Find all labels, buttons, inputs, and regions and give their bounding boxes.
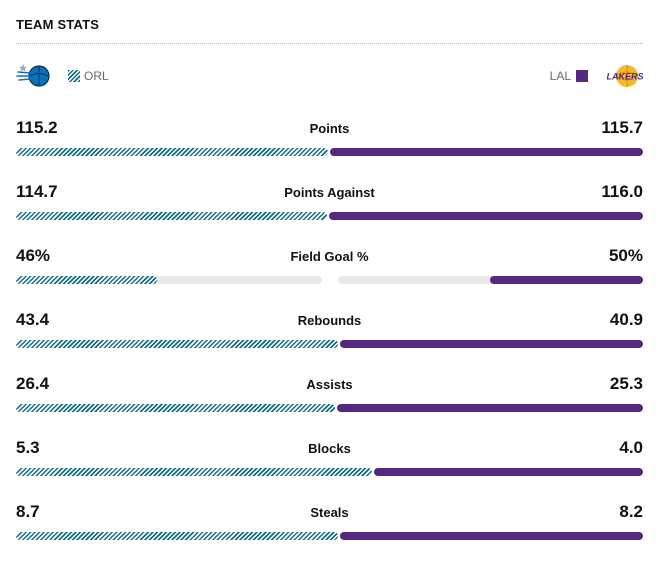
- orl-bar: [16, 276, 157, 284]
- orl-value: 114.7: [16, 182, 58, 201]
- orl-bar-track: [16, 276, 322, 284]
- stat-label: Steals: [310, 505, 349, 520]
- lal-bar: [339, 532, 643, 540]
- lal-value: 40.9: [609, 310, 643, 329]
- orl-bar: [16, 532, 338, 540]
- lal-bar: [339, 340, 643, 348]
- stat-label: Points: [309, 121, 350, 136]
- stat-label: Assists: [306, 377, 353, 392]
- stat-label: Points Against: [284, 185, 375, 200]
- stat-row-steals: 8.7 Steals 8.2: [16, 502, 643, 546]
- orl-legend-label: ORL: [84, 69, 109, 83]
- lal-value: 116.0: [601, 182, 643, 201]
- orl-bar: [16, 340, 338, 348]
- stat-row-field-goal-pct: 46% Field Goal % 50%: [16, 246, 643, 290]
- orl-bar: [16, 404, 336, 412]
- lal-value: 115.7: [601, 118, 643, 137]
- stat-row-rebounds: 43.4 Rebounds 40.9: [16, 310, 643, 354]
- orl-bar: [16, 148, 328, 156]
- orl-value: 26.4: [16, 374, 50, 393]
- orl-value: 43.4: [16, 310, 50, 329]
- stat-row-assists: 26.4 Assists 25.3: [16, 374, 643, 418]
- lal-value: 4.0: [619, 438, 643, 457]
- svg-text:LAKERS: LAKERS: [607, 72, 643, 82]
- lal-value: 25.3: [609, 374, 643, 393]
- lal-legend-label: LAL: [549, 69, 571, 83]
- stat-row-points: 115.2 Points 115.7: [16, 118, 643, 162]
- team-stats-header: TEAM STATS: [16, 17, 643, 44]
- team-legend-orl: ORL: [16, 62, 109, 90]
- lal-value: 50%: [608, 246, 643, 265]
- lal-bar: [490, 276, 643, 284]
- orlando-magic-logo-icon: [16, 64, 50, 87]
- stat-row-blocks: 5.3 Blocks 4.0: [16, 438, 643, 482]
- orl-value: 8.7: [16, 502, 40, 521]
- section-title: TEAM STATS: [16, 17, 100, 32]
- stat-label: Blocks: [308, 441, 351, 456]
- lal-bar: [374, 468, 643, 476]
- team-legend-lal: LAL LAKERS: [550, 62, 643, 90]
- lal-bar: [337, 404, 643, 412]
- orl-legend-swatch: [68, 70, 80, 82]
- orl-bar: [16, 212, 327, 220]
- lal-legend-swatch: [576, 70, 588, 82]
- stat-label: Field Goal %: [290, 249, 369, 264]
- orl-bar: [16, 468, 373, 476]
- orl-value: 5.3: [16, 438, 40, 457]
- orl-value: 46%: [16, 246, 51, 265]
- stat-label: Rebounds: [297, 313, 362, 328]
- team-legend: ORL LAL LAKERS: [16, 62, 643, 90]
- lal-value: 8.2: [619, 502, 643, 521]
- lakers-logo-icon: LAKERS: [607, 65, 643, 87]
- lal-bar: [328, 212, 643, 220]
- stat-row-points-against: 114.7 Points Against 116.0: [16, 182, 643, 226]
- orl-value: 115.2: [16, 118, 58, 137]
- lal-bar: [329, 148, 643, 156]
